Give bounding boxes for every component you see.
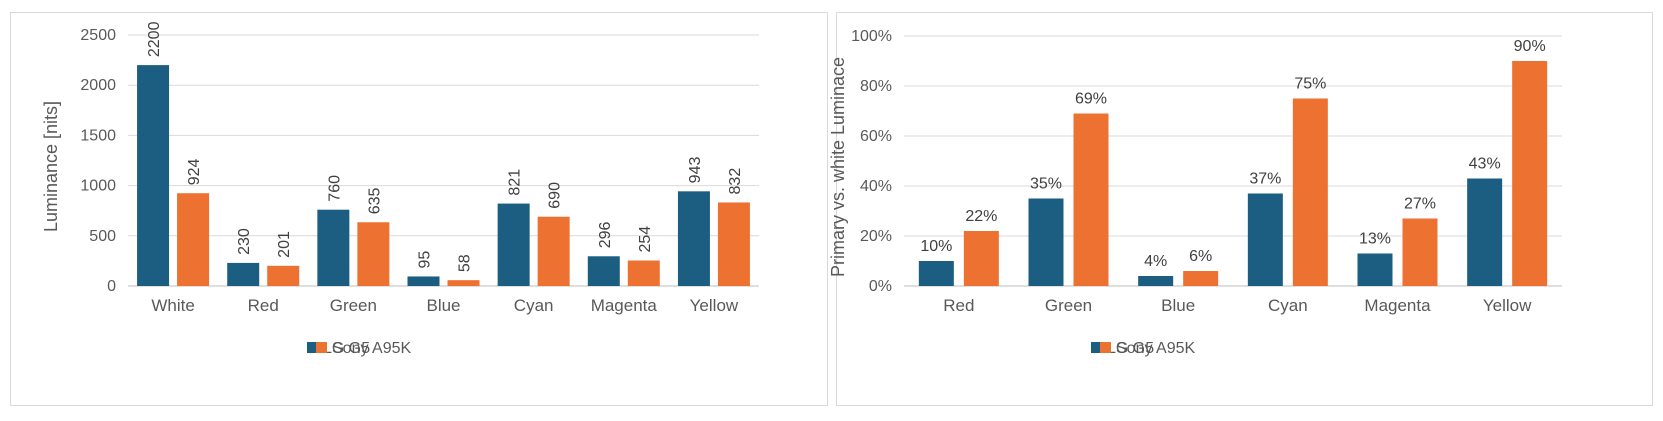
data-label: 230 bbox=[236, 228, 253, 255]
legend-label: Sony A95K bbox=[1116, 340, 1196, 357]
category-label: Green bbox=[1045, 296, 1092, 315]
data-label: 201 bbox=[276, 231, 293, 258]
data-label: 95 bbox=[417, 251, 434, 269]
legend-swatch bbox=[1091, 342, 1102, 353]
bar-sony-a95k bbox=[447, 280, 480, 286]
bar-lg-g5 bbox=[1357, 253, 1393, 286]
bar-lg-g5 bbox=[677, 191, 710, 286]
category-label: Cyan bbox=[1268, 296, 1308, 315]
bar-lg-g5 bbox=[137, 65, 170, 286]
y-tick-label: 20% bbox=[860, 228, 892, 245]
y-tick-label: 2500 bbox=[80, 27, 116, 44]
data-label: 2200 bbox=[146, 21, 163, 57]
bar-lg-g5 bbox=[227, 262, 260, 286]
category-label: Green bbox=[330, 296, 377, 315]
bar-sony-a95k bbox=[717, 202, 750, 286]
bar-sony-a95k bbox=[1183, 271, 1219, 286]
category-label: Cyan bbox=[514, 296, 554, 315]
data-label: 43% bbox=[1469, 156, 1501, 173]
legend-swatch bbox=[316, 342, 327, 353]
category-label: Magenta bbox=[1364, 296, 1431, 315]
y-axis-title: Luminance [nits] bbox=[41, 101, 61, 232]
category-label: Yellow bbox=[1483, 296, 1532, 315]
category-label: Yellow bbox=[690, 296, 739, 315]
bar-sony-a95k bbox=[1402, 218, 1438, 286]
category-label: Blue bbox=[426, 296, 460, 315]
legend-swatch bbox=[307, 342, 318, 353]
data-label: 296 bbox=[597, 221, 614, 248]
primary-vs-white-bar-chart: 0% 20% 40% 60% 80% 100%Primary vs. white Lumi… bbox=[828, 28, 1562, 357]
bar-sony-a95k bbox=[627, 260, 660, 286]
legend-label: LG G5 bbox=[323, 340, 370, 357]
bar-lg-g5 bbox=[587, 256, 620, 286]
y-tick-label: 0% bbox=[869, 278, 892, 295]
data-label: 13% bbox=[1359, 231, 1391, 248]
data-label: 58 bbox=[457, 254, 474, 272]
data-label: 37% bbox=[1249, 171, 1281, 188]
data-label: 690 bbox=[547, 182, 564, 209]
bar-lg-g5 bbox=[1028, 198, 1064, 286]
bar-lg-g5 bbox=[317, 209, 350, 286]
y-tick-label: 100% bbox=[851, 28, 892, 45]
luminance-bar-chart: 0 500 1000 1500 2000 2500 Luminance [nits] 2200… bbox=[41, 21, 759, 357]
bar-lg-g5 bbox=[1467, 178, 1503, 286]
data-label: 832 bbox=[727, 168, 744, 195]
data-label: 635 bbox=[366, 187, 383, 214]
data-label: 943 bbox=[687, 157, 704, 184]
data-label: 10% bbox=[920, 238, 952, 255]
data-label: 69% bbox=[1075, 91, 1107, 108]
bar-sony-a95k bbox=[1073, 113, 1109, 286]
bar-sony-a95k bbox=[1292, 98, 1328, 286]
y-tick-label: 500 bbox=[89, 228, 116, 245]
bar-lg-g5 bbox=[407, 276, 440, 286]
data-label: 90% bbox=[1514, 38, 1546, 55]
data-label: 22% bbox=[965, 208, 997, 225]
y-tick-label: 0 bbox=[107, 278, 116, 295]
category-label: Red bbox=[248, 296, 279, 315]
data-label: 35% bbox=[1030, 176, 1062, 193]
data-label: 6% bbox=[1189, 248, 1212, 265]
category-label: Magenta bbox=[591, 296, 658, 315]
y-tick-label: 2000 bbox=[80, 77, 116, 94]
data-label: 760 bbox=[326, 175, 343, 202]
luminance-chart-panel: 0 500 1000 1500 2000 2500 Luminance [nits] 2200… bbox=[10, 12, 828, 406]
y-tick-label: 1500 bbox=[80, 127, 116, 144]
y-tick-label: 1000 bbox=[80, 178, 116, 195]
data-label: 821 bbox=[507, 169, 524, 196]
legend-label: LG G5 bbox=[1107, 340, 1154, 357]
primary-vs-white-chart-panel: 0% 20% 40% 60% 80% 100% Primary vs. white Lumi… bbox=[828, 12, 1653, 406]
data-label: 924 bbox=[186, 158, 203, 185]
bar-lg-g5 bbox=[497, 203, 530, 286]
bar-lg-g5 bbox=[918, 261, 954, 286]
y-tick-label: 60% bbox=[860, 128, 892, 145]
bar-sony-a95k bbox=[267, 265, 300, 286]
bar-lg-g5 bbox=[1138, 276, 1174, 286]
data-label: 75% bbox=[1294, 76, 1326, 93]
data-label: 4% bbox=[1144, 253, 1167, 270]
bar-lg-g5 bbox=[1247, 193, 1283, 286]
category-label: Blue bbox=[1161, 296, 1195, 315]
data-label: 254 bbox=[637, 226, 654, 253]
bar-sony-a95k bbox=[537, 216, 570, 286]
y-axis-title: Primary vs. white Luminace bbox=[828, 57, 848, 277]
y-tick-label: 80% bbox=[860, 78, 892, 95]
bar-sony-a95k bbox=[177, 193, 210, 286]
category-label: Red bbox=[943, 296, 974, 315]
legend-swatch bbox=[1100, 342, 1111, 353]
y-tick-label: 40% bbox=[860, 178, 892, 195]
bar-sony-a95k bbox=[1512, 61, 1548, 286]
bar-sony-a95k bbox=[963, 231, 999, 286]
category-label: White bbox=[151, 296, 194, 315]
bar-sony-a95k bbox=[357, 222, 390, 286]
data-label: 27% bbox=[1404, 196, 1436, 213]
legend-label: Sony A95K bbox=[332, 340, 412, 357]
